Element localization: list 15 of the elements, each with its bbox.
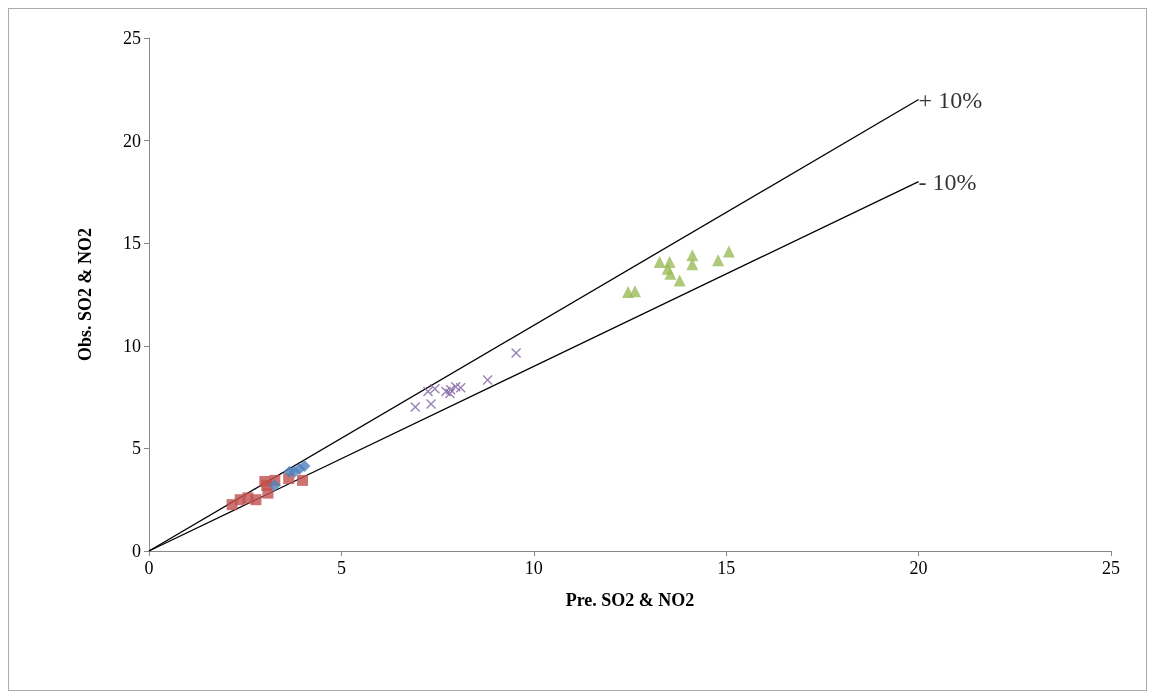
x-tick-label: 25 (1102, 558, 1120, 578)
x-tick-label: 20 (909, 558, 928, 578)
x-axis-title: Pre. SO2 & NO2 (565, 590, 695, 610)
y-axis-title: Obs. SO2 & NO2 (75, 227, 95, 362)
y-tick-label: 10 (123, 335, 141, 356)
x-tick-label: 15 (717, 558, 736, 578)
y-tick-label: 20 (123, 130, 141, 151)
x-tick-label: 10 (524, 558, 543, 578)
y-tick-label: 5 (132, 438, 141, 459)
y-tick-label: 25 (123, 28, 141, 48)
annotation: + 10% (918, 86, 983, 113)
annotation: - 10% (918, 168, 977, 195)
y-tick-label: 15 (123, 233, 141, 254)
x-tick-label: 5 (336, 558, 346, 578)
y-tick-label: 0 (132, 541, 141, 561)
